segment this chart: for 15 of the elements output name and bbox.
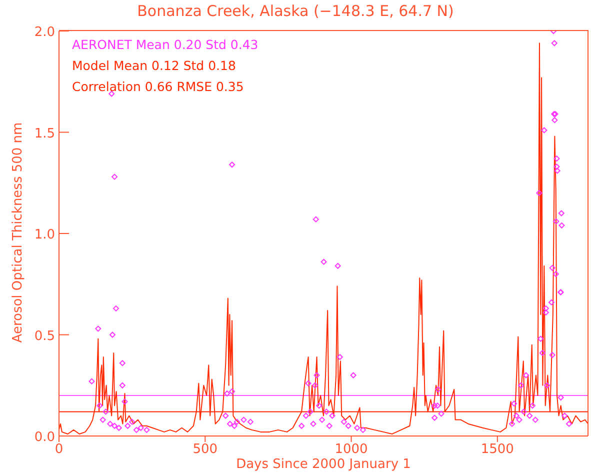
y-tick-label: 0.5 <box>34 328 55 344</box>
annotation: AERONET Mean 0.20 Std 0.43 <box>72 37 258 52</box>
chart-title: Bonanza Creek, Alaska (−148.3 E, 64.7 N) <box>136 2 455 20</box>
x-tick-label: 1500 <box>480 442 514 458</box>
y-tick-label: 0.0 <box>34 430 55 445</box>
y-tick-label: 1.5 <box>34 126 55 142</box>
annotation: Correlation 0.66 RMSE 0.35 <box>72 79 244 94</box>
x-tick-label: 500 <box>192 442 218 458</box>
annotation: Model Mean 0.12 Std 0.18 <box>72 58 236 73</box>
x-axis-title: Days Since 2000 January 1 <box>235 457 412 472</box>
y-axis-title: Aerosol Optical Thickness 500 nm <box>10 121 26 345</box>
x-tick-label: 1000 <box>334 442 368 458</box>
y-tick-label: 1.0 <box>34 228 55 242</box>
y-tick-label: 2.0 <box>34 25 55 40</box>
x-tick-label: 0 <box>54 442 64 458</box>
